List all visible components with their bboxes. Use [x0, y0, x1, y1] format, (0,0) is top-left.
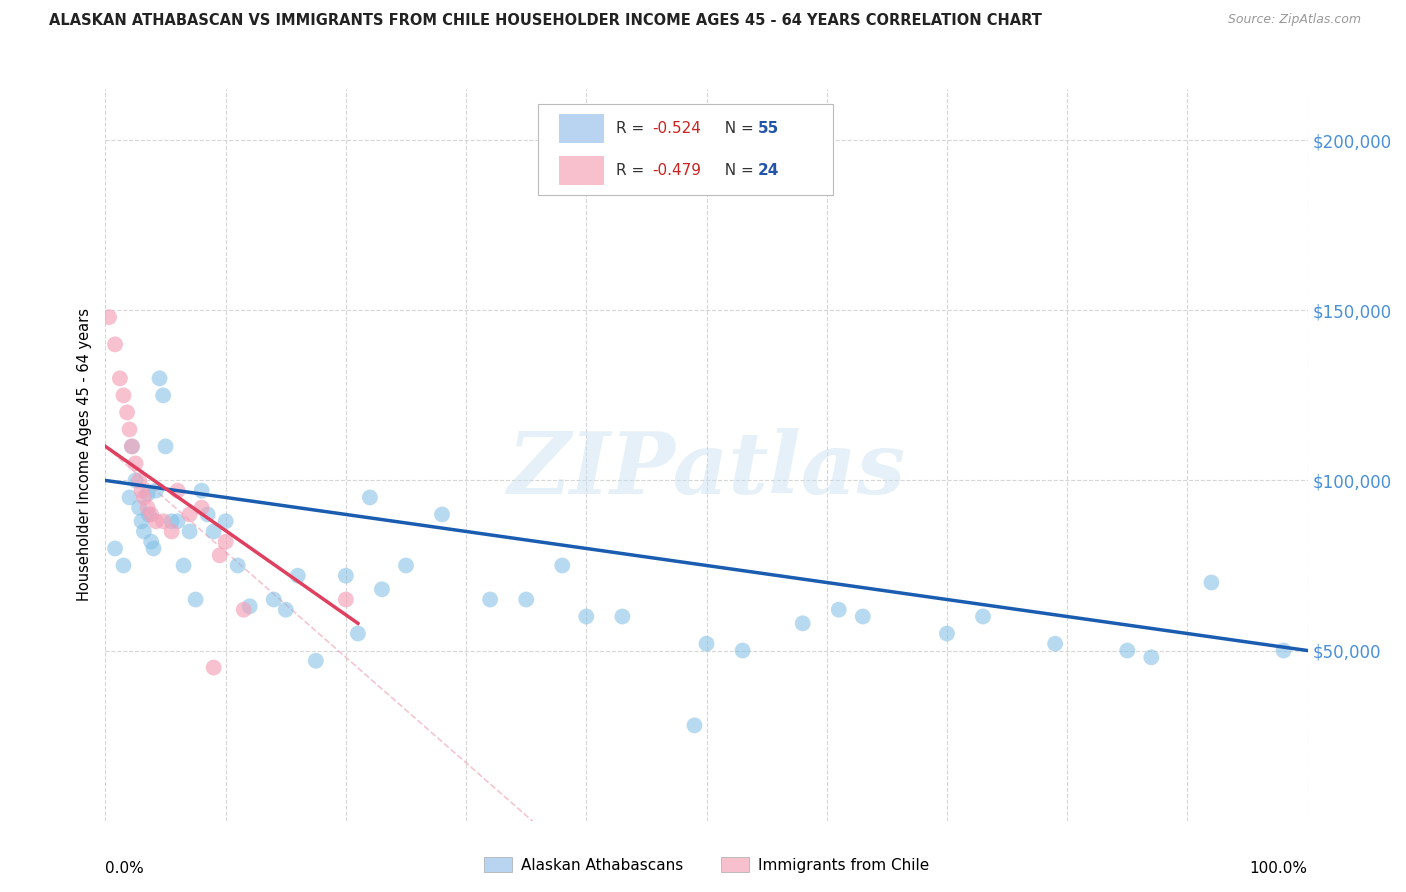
Text: ALASKAN ATHABASCAN VS IMMIGRANTS FROM CHILE HOUSEHOLDER INCOME AGES 45 - 64 YEAR: ALASKAN ATHABASCAN VS IMMIGRANTS FROM CH… [49, 13, 1042, 29]
Point [145, 514, 167, 528]
Point [128, 474, 150, 488]
Point [792, 616, 814, 631]
Point [160, 524, 183, 539]
FancyBboxPatch shape [558, 114, 605, 143]
Text: N =: N = [714, 121, 759, 136]
Point [232, 603, 254, 617]
Point [1201, 575, 1223, 590]
Point [197, 508, 219, 522]
Point [132, 491, 155, 505]
Point [515, 592, 537, 607]
Point [179, 524, 201, 539]
Point [115, 405, 138, 419]
Point [335, 568, 357, 582]
Point [479, 592, 502, 607]
Point [190, 483, 212, 498]
Point [160, 514, 183, 528]
Point [371, 582, 394, 597]
Point [121, 439, 143, 453]
Text: R =: R = [616, 163, 650, 178]
Text: 100.0%: 100.0% [1250, 861, 1308, 876]
Point [430, 508, 453, 522]
Text: 55: 55 [758, 121, 779, 136]
Point [155, 439, 177, 453]
Point [208, 549, 231, 563]
Point [1272, 643, 1295, 657]
Point [136, 500, 159, 515]
Point [1116, 643, 1139, 657]
Point [104, 541, 127, 556]
Point [139, 508, 162, 522]
Point [139, 534, 162, 549]
Point [152, 388, 174, 402]
Point [575, 609, 598, 624]
Point [108, 371, 131, 385]
Point [683, 718, 706, 732]
Y-axis label: Householder Income Ages 45 - 64 years: Householder Income Ages 45 - 64 years [77, 309, 93, 601]
Point [131, 483, 153, 498]
FancyBboxPatch shape [538, 103, 832, 195]
Point [128, 500, 150, 515]
Point [731, 643, 754, 657]
Legend: Alaskan Athabascans, Immigrants from Chile: Alaskan Athabascans, Immigrants from Chi… [478, 851, 935, 879]
Point [202, 524, 225, 539]
Point [263, 592, 285, 607]
Text: ZIPatlas: ZIPatlas [508, 428, 905, 511]
Point [1043, 637, 1066, 651]
Point [173, 558, 195, 573]
Point [104, 337, 127, 351]
Point [335, 592, 357, 607]
Point [551, 558, 574, 573]
Point [1140, 650, 1163, 665]
Point [287, 568, 309, 582]
Point [184, 592, 207, 607]
Point [166, 483, 188, 498]
Point [145, 483, 167, 498]
Point [138, 508, 160, 522]
Point [112, 388, 135, 402]
Point [852, 609, 875, 624]
Text: R =: R = [616, 121, 650, 136]
Point [118, 491, 141, 505]
Point [142, 541, 165, 556]
Point [124, 474, 146, 488]
Text: 0.0%: 0.0% [105, 861, 145, 876]
Point [214, 514, 236, 528]
Point [696, 637, 718, 651]
Point [214, 534, 236, 549]
Point [239, 599, 262, 614]
Point [179, 508, 201, 522]
Point [395, 558, 418, 573]
Point [98, 310, 121, 325]
Point [190, 500, 212, 515]
Point [972, 609, 994, 624]
Point [166, 514, 188, 528]
Point [359, 491, 381, 505]
Point [112, 558, 135, 573]
Point [118, 422, 141, 436]
Point [124, 457, 146, 471]
Point [148, 371, 170, 385]
Point [136, 487, 159, 501]
Point [347, 626, 370, 640]
Point [202, 660, 225, 674]
Text: Source: ZipAtlas.com: Source: ZipAtlas.com [1227, 13, 1361, 27]
Point [936, 626, 959, 640]
Point [828, 603, 851, 617]
FancyBboxPatch shape [558, 156, 605, 186]
Point [121, 439, 143, 453]
Text: N =: N = [714, 163, 759, 178]
Point [132, 524, 155, 539]
Point [152, 514, 174, 528]
Point [131, 514, 153, 528]
Point [612, 609, 634, 624]
Text: 24: 24 [758, 163, 779, 178]
Point [226, 558, 249, 573]
Text: -0.479: -0.479 [652, 163, 702, 178]
Point [305, 654, 328, 668]
Point [274, 603, 297, 617]
Text: -0.524: -0.524 [652, 121, 702, 136]
